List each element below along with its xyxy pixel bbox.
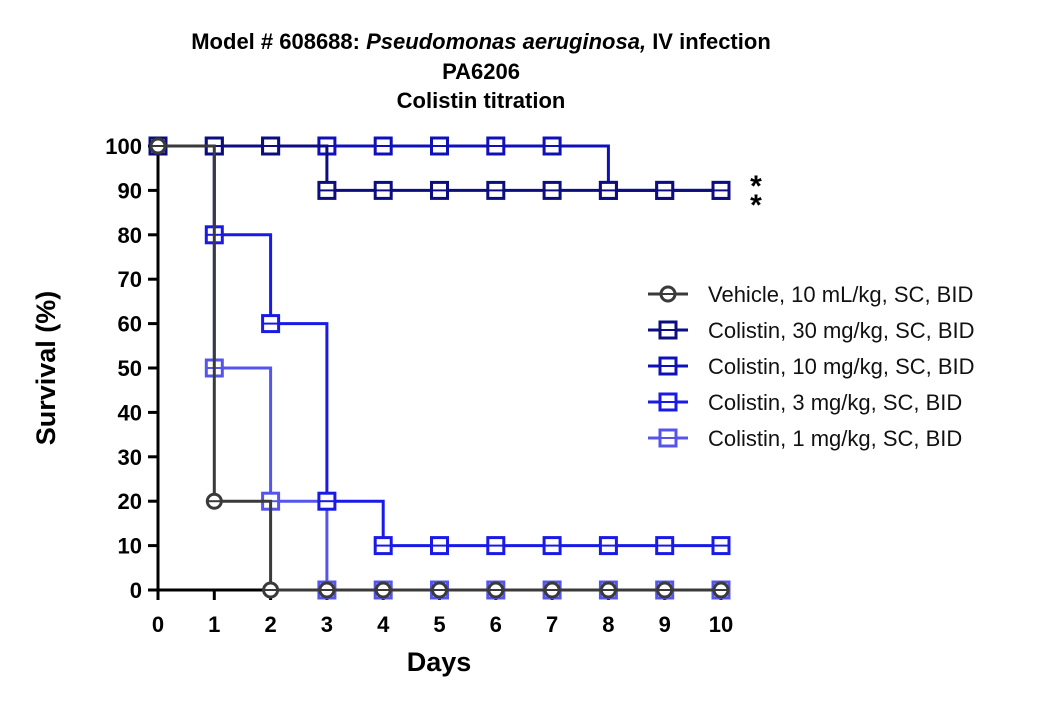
x-tick-label: 4 — [377, 612, 390, 637]
x-tick-label: 7 — [546, 612, 558, 637]
legend-item: Colistin, 10 mg/kg, SC, BID — [648, 354, 975, 379]
x-tick-label: 0 — [152, 612, 164, 637]
y-tick-label: 30 — [118, 445, 142, 470]
series-4 — [148, 136, 731, 600]
chart-title-line3: Colistin titration — [397, 88, 566, 113]
x-tick-label: 8 — [602, 612, 614, 637]
y-tick-label: 40 — [118, 400, 142, 425]
y-tick-label: 80 — [118, 223, 142, 248]
series-line — [158, 144, 721, 592]
x-tick-label: 9 — [659, 612, 671, 637]
y-tick-label: 0 — [130, 578, 142, 603]
series-line — [158, 144, 721, 548]
chart-title-line1: Model # 608688: Pseudomonas aeruginosa, … — [191, 29, 771, 54]
chart-title-italic: Pseudomonas aeruginosa, — [366, 29, 646, 54]
y-tick-label: 100 — [105, 134, 142, 159]
legend-label: Colistin, 10 mg/kg, SC, BID — [708, 354, 975, 379]
series-0 — [149, 137, 730, 599]
series-3 — [148, 136, 731, 556]
x-tick-label: 10 — [709, 612, 733, 637]
legend-label: Colistin, 3 mg/kg, SC, BID — [708, 390, 962, 415]
x-tick-label: 3 — [321, 612, 333, 637]
chart-title-line2: PA6206 — [442, 59, 520, 84]
legend-item: Colistin, 1 mg/kg, SC, BID — [648, 426, 962, 451]
y-tick-label: 20 — [118, 489, 142, 514]
y-tick-label: 60 — [118, 312, 142, 337]
significance-annotation-2: * — [750, 189, 762, 222]
y-tick-label: 50 — [118, 356, 142, 381]
legend-label: Colistin, 30 mg/kg, SC, BID — [708, 318, 975, 343]
y-tick-label: 10 — [118, 534, 142, 559]
chart-title-tail: IV infection — [646, 29, 771, 54]
significance-annotation-1: * — [750, 170, 762, 203]
x-axis-label: Days — [407, 647, 472, 677]
legend-item: Vehicle, 10 mL/kg, SC, BID — [648, 282, 973, 307]
y-axis-label: Survival (%) — [31, 291, 61, 446]
y-tick-label: 90 — [118, 178, 142, 203]
legend-label: Colistin, 1 mg/kg, SC, BID — [708, 426, 962, 451]
legend-label: Vehicle, 10 mL/kg, SC, BID — [708, 282, 973, 307]
x-tick-label: 2 — [264, 612, 276, 637]
x-tick-label: 1 — [208, 612, 220, 637]
legend: Vehicle, 10 mL/kg, SC, BID Colistin, 30 m… — [648, 282, 975, 451]
legend-item: Colistin, 30 mg/kg, SC, BID — [648, 318, 975, 343]
legend-item: Colistin, 3 mg/kg, SC, BID — [648, 390, 962, 415]
chart-title-plain: Model # 608688: — [191, 29, 366, 54]
x-tick-label: 6 — [490, 612, 502, 637]
x-tick-label: 5 — [433, 612, 445, 637]
y-tick-label: 70 — [118, 267, 142, 292]
